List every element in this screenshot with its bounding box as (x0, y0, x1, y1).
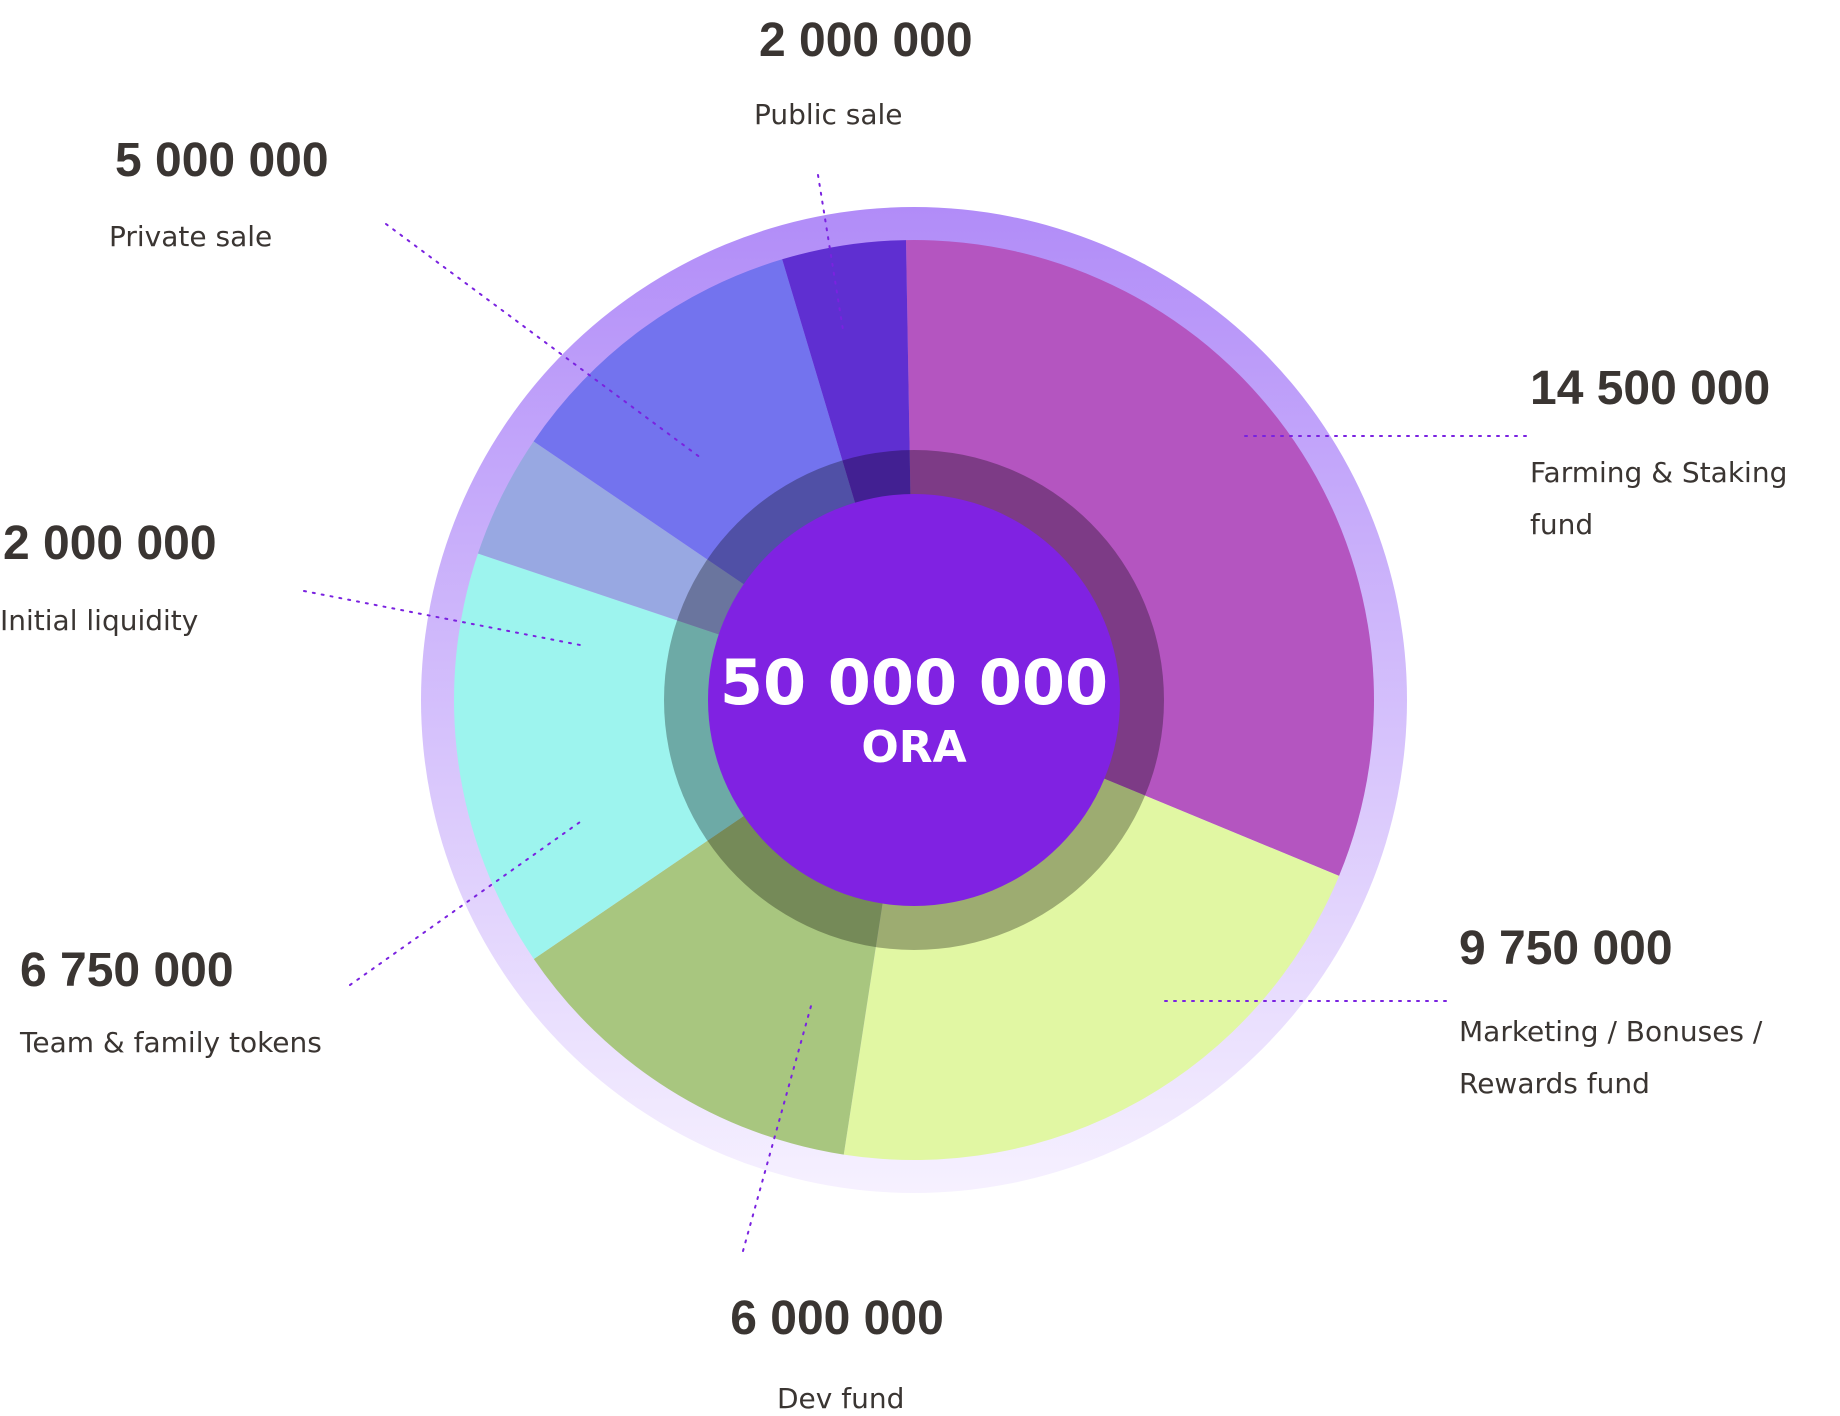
slice-amount-label: 9 750 000 (1459, 922, 1673, 975)
slice-amount-label: 5 000 000 (115, 134, 329, 187)
slice-amount-label: 6 000 000 (730, 1292, 944, 1345)
slice-name-label: Dev fund (777, 1382, 904, 1415)
leader-line (349, 821, 581, 986)
leader-line (303, 590, 581, 646)
slice-name-label: Team & family tokens (19, 1026, 322, 1059)
leader-line (385, 223, 702, 459)
slice-name-label: Initial liquidity (0, 604, 198, 637)
slice-name-label: Rewards fund (1459, 1067, 1650, 1100)
leader-line (817, 174, 844, 331)
slice-amount-label: 2 000 000 (759, 14, 973, 67)
leader-line (742, 1005, 812, 1252)
slice-name-label: Marketing / Bonuses / (1459, 1015, 1763, 1048)
slice-name-label: Farming & Staking (1530, 456, 1787, 489)
total-unit: ORA (861, 722, 966, 773)
total-value: 50 000 000 (720, 646, 1108, 719)
slice-amount-label: 6 750 000 (20, 944, 234, 997)
slice-amount-label: 14 500 000 (1530, 362, 1770, 415)
slice-name-label: Private sale (109, 220, 272, 253)
slice-amount-label: 2 000 000 (3, 517, 217, 570)
slice-name-label: fund (1530, 508, 1593, 541)
pie-slice (454, 553, 914, 959)
center-disc (708, 494, 1120, 906)
slice-name-label: Public sale (754, 98, 903, 131)
